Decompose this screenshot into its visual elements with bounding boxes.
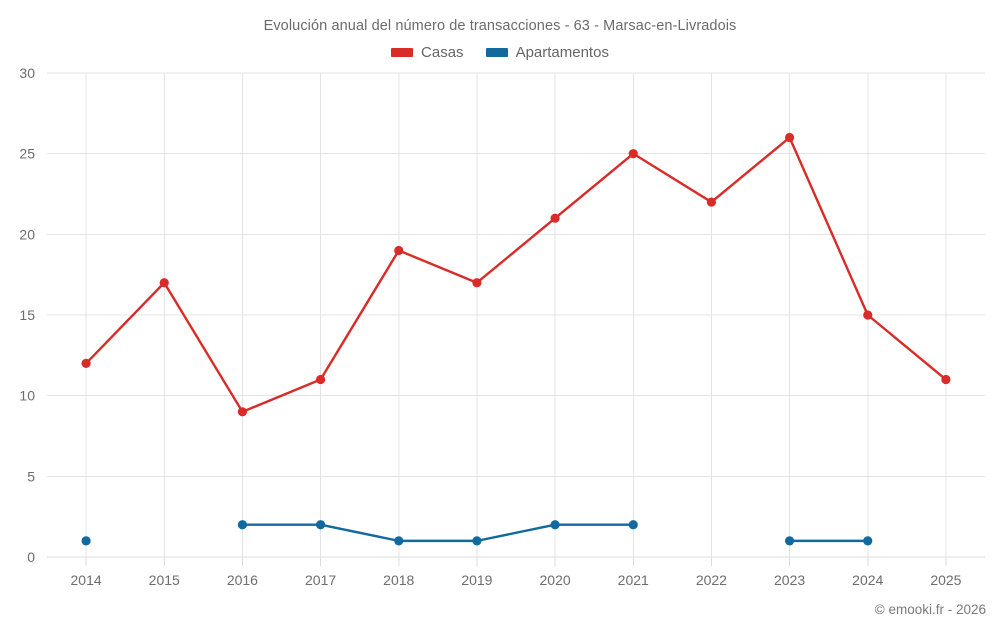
data-point[interactable] (472, 536, 482, 546)
legend-label-casas: Casas (421, 44, 464, 61)
x-axis-tick-label: 2025 (930, 572, 961, 588)
x-axis-ticks: 2014 2015 2016 2017 2018 2019 2020 2021 2022 2023… (71, 572, 962, 588)
data-point[interactable] (81, 358, 91, 368)
legend-item-apartamentos[interactable]: Apartamentos (485, 44, 609, 61)
legend-swatch-casas (391, 48, 414, 57)
data-point[interactable] (863, 310, 873, 320)
data-point[interactable] (472, 278, 482, 288)
data-point[interactable] (550, 520, 560, 530)
x-axis-tick-label: 2017 (305, 572, 336, 588)
x-axis-tick-label: 2024 (852, 572, 883, 588)
grid-lines (47, 72, 985, 566)
y-axis-ticks: 0 5 10 15 20 25 30 (19, 65, 35, 565)
chart-legend: Casas Apartamentos (0, 44, 1000, 61)
y-axis-tick-label: 25 (19, 146, 35, 162)
data-point[interactable] (706, 197, 717, 207)
data-point[interactable] (237, 520, 248, 530)
data-point[interactable] (394, 245, 404, 256)
y-axis-tick-label: 20 (19, 226, 35, 242)
x-axis-tick-label: 2019 (461, 572, 492, 588)
legend-item-casas[interactable]: Casas (391, 44, 464, 61)
x-axis-tick-label: 2023 (774, 572, 805, 588)
data-point[interactable] (315, 520, 326, 530)
data-point[interactable] (628, 149, 638, 159)
x-axis-tick-label: 2014 (71, 572, 102, 588)
x-axis-tick-label: 2020 (540, 572, 571, 588)
data-point[interactable] (784, 132, 795, 143)
legend-label-apartamentos: Apartamentos (515, 44, 609, 61)
y-axis-tick-label: 30 (19, 65, 35, 81)
data-point[interactable] (550, 213, 560, 223)
data-point[interactable] (81, 536, 91, 546)
data-point[interactable] (863, 536, 873, 546)
x-axis-tick-label: 2018 (383, 572, 414, 588)
data-point[interactable] (237, 407, 248, 417)
x-axis-tick-label: 2016 (227, 572, 258, 588)
data-point[interactable] (784, 536, 795, 546)
y-axis-tick-label: 10 (19, 388, 35, 404)
y-axis-tick-label: 5 (27, 468, 35, 484)
data-point[interactable] (941, 374, 951, 385)
y-axis-tick-label: 0 (27, 549, 35, 565)
x-axis-tick-label: 2021 (618, 572, 649, 588)
data-point[interactable] (628, 520, 638, 530)
x-axis-tick-label: 2022 (696, 572, 727, 588)
data-point[interactable] (394, 536, 404, 546)
series-line-apartamentos (241, 523, 635, 543)
y-axis-tick-label: 15 (19, 307, 35, 323)
series-line-casas (84, 136, 948, 413)
footer-copyright: © emooki.fr - 2026 (874, 602, 986, 617)
chart-title: Evolución anual del número de transaccio… (263, 18, 737, 34)
data-point[interactable] (159, 278, 169, 288)
x-axis-tick-label: 2015 (149, 572, 180, 588)
data-series (81, 132, 951, 546)
data-point[interactable] (315, 374, 326, 385)
legend-swatch-apartamentos (485, 48, 508, 57)
